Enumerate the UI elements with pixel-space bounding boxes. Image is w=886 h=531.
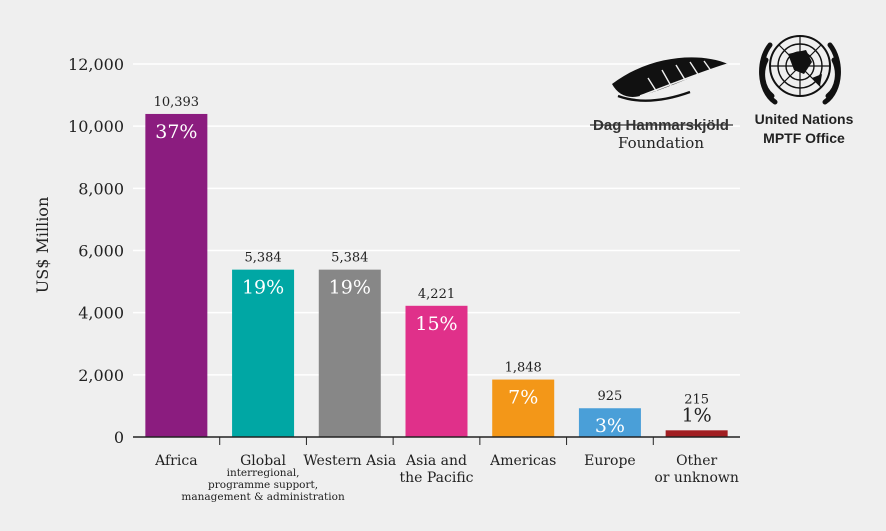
bar [145, 113, 208, 437]
y-tick-label: 4,000 [78, 304, 124, 323]
bar [232, 269, 295, 437]
dag-hammarskjold-foundation-logo: Dag Hammarskjöld Foundation [590, 57, 733, 152]
x-tick-sublabel: interregional, [227, 467, 300, 479]
un-emblem-icon [759, 35, 841, 105]
y-tick-label: 2,000 [78, 366, 124, 385]
un-name-line1: United Nations [755, 111, 854, 127]
bar [665, 430, 728, 437]
data-percent-label: 7% [508, 387, 538, 409]
bar [492, 379, 555, 437]
leaf-icon [612, 57, 729, 102]
data-value-label: 4,221 [418, 287, 455, 302]
data-percent-label: 15% [415, 313, 457, 335]
y-tick-label: 6,000 [78, 242, 124, 261]
data-value-label: 5,384 [244, 251, 281, 266]
x-tick-label: Americas [489, 453, 556, 469]
y-tick-label: 8,000 [78, 179, 124, 198]
bar [578, 408, 641, 437]
data-percent-label: 37% [155, 121, 197, 143]
data-percent-label: 19% [329, 277, 371, 299]
un-emblem-logo: United Nations MPTF Office [755, 35, 854, 146]
data-percent-label: 3% [595, 415, 625, 437]
x-tick-label: Africa [154, 453, 197, 469]
x-tick-label: Other [676, 453, 717, 469]
y-tick-label: 12,000 [68, 55, 124, 74]
y-tick-label: 10,000 [68, 117, 124, 136]
data-percent-label: 1% [682, 404, 712, 426]
bar [405, 305, 468, 437]
x-tick-label: or unknown [654, 470, 739, 486]
data-value-label: 5,384 [331, 251, 368, 266]
un-name-line2: MPTF Office [763, 130, 845, 146]
x-tick-label: Western Asia [303, 453, 396, 469]
data-value-label: 10,393 [154, 95, 200, 110]
x-tick-sublabel: programme support, [208, 479, 318, 491]
y-axis-label: US$ Million [33, 197, 52, 294]
x-tick-label: Europe [584, 453, 636, 469]
dhf-name-line2: Foundation [618, 134, 704, 152]
data-value-label: 925 [598, 389, 623, 404]
data-value-label: 1,848 [505, 361, 542, 376]
x-tick-label: Asia and [405, 453, 467, 469]
bar [318, 269, 381, 437]
bars: 10,393 37% 5,384 19% 5,384 19% 4,221 15% 1,848 7%… [145, 95, 728, 437]
x-tick-sublabel: management & administration [181, 491, 345, 503]
y-axis: 0 2,000 4,000 6,000 8,000 10,000 12,000 [68, 55, 124, 447]
x-tick-label: Global [240, 453, 286, 469]
y-tick-label: 0 [114, 428, 124, 447]
x-tick-label: the Pacific [399, 470, 473, 486]
data-percent-label: 19% [242, 277, 284, 299]
data-value-label: 215 [684, 392, 709, 407]
